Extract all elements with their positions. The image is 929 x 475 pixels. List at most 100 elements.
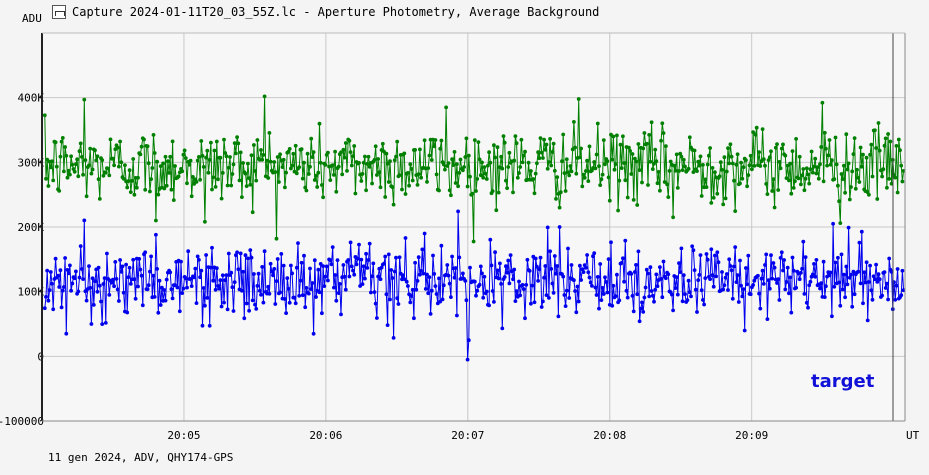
data-point — [592, 251, 597, 256]
data-point — [822, 295, 827, 299]
data-point — [226, 251, 231, 256]
data-point — [689, 294, 693, 299]
data-point — [89, 322, 94, 326]
data-point — [802, 188, 807, 193]
data-point — [702, 302, 706, 307]
data-point — [226, 165, 231, 170]
data-point — [615, 272, 619, 277]
data-point — [828, 162, 833, 167]
data-point — [75, 157, 79, 162]
data-point — [648, 159, 653, 164]
x-tick-label: 20:05 — [167, 429, 200, 442]
data-point — [426, 166, 431, 171]
data-point — [166, 159, 170, 164]
data-point — [390, 185, 395, 190]
data-point — [364, 188, 368, 193]
data-point — [290, 163, 294, 168]
data-point — [783, 153, 788, 158]
data-point — [506, 165, 511, 169]
data-point — [867, 280, 871, 284]
data-point — [893, 175, 898, 180]
data-point — [797, 154, 802, 159]
data-point — [80, 155, 84, 159]
data-point — [209, 265, 213, 270]
data-point — [321, 195, 325, 200]
data-point — [422, 138, 427, 143]
data-point — [255, 138, 260, 142]
data-point — [429, 158, 434, 162]
data-point — [219, 304, 224, 309]
data-point — [881, 167, 886, 172]
data-point — [809, 149, 814, 154]
data-point — [395, 296, 400, 301]
data-point — [573, 145, 577, 150]
data-point — [456, 184, 460, 189]
data-point — [156, 310, 161, 315]
data-point — [816, 176, 821, 181]
light-curve-icon[interactable] — [52, 5, 66, 19]
data-point — [274, 279, 279, 283]
data-point — [162, 186, 167, 191]
data-point — [502, 140, 507, 145]
data-point — [832, 177, 837, 182]
data-point — [610, 303, 615, 308]
data-point — [419, 175, 423, 180]
data-point — [751, 130, 755, 135]
data-point — [216, 177, 220, 182]
data-point — [413, 148, 417, 152]
data-point — [831, 221, 835, 226]
data-point — [791, 268, 796, 273]
data-point — [754, 125, 759, 130]
data-point — [834, 162, 839, 167]
data-point — [238, 150, 243, 155]
data-point — [561, 132, 566, 137]
data-point — [78, 244, 83, 249]
data-point — [590, 284, 594, 288]
data-point — [581, 270, 586, 274]
data-point — [420, 247, 425, 252]
data-point — [377, 170, 382, 175]
data-point — [231, 162, 236, 167]
data-point — [382, 261, 386, 266]
data-point — [262, 94, 267, 99]
y-tick-label: 400K — [18, 92, 45, 105]
data-point — [475, 288, 480, 293]
data-point — [268, 261, 273, 266]
data-point — [486, 163, 490, 168]
y-tick-label: 0 — [37, 350, 44, 363]
data-point — [143, 187, 148, 192]
data-point — [666, 195, 671, 200]
data-point — [511, 190, 515, 195]
data-point — [78, 141, 83, 146]
data-point — [838, 303, 843, 308]
data-point — [84, 194, 89, 199]
data-point — [545, 225, 550, 230]
data-point — [286, 287, 291, 291]
data-point — [431, 253, 435, 258]
data-point — [149, 254, 154, 259]
data-point — [335, 258, 340, 262]
data-point — [244, 301, 249, 306]
data-point — [231, 309, 236, 313]
data-point — [119, 160, 124, 165]
data-point — [44, 295, 48, 299]
data-point — [760, 127, 765, 131]
data-point — [599, 298, 604, 302]
data-point — [316, 267, 321, 272]
data-point — [572, 278, 576, 283]
data-point — [146, 283, 151, 288]
data-point — [886, 297, 890, 302]
data-point — [833, 135, 838, 140]
data-point — [128, 190, 133, 195]
data-point — [615, 133, 619, 138]
data-point — [794, 285, 798, 290]
data-point — [132, 192, 137, 197]
data-point — [247, 308, 252, 313]
data-point — [782, 258, 786, 262]
data-point — [808, 279, 813, 284]
data-point — [777, 160, 782, 164]
data-point — [527, 269, 532, 273]
data-point — [365, 266, 370, 270]
data-point — [407, 183, 411, 188]
data-point — [77, 275, 82, 280]
